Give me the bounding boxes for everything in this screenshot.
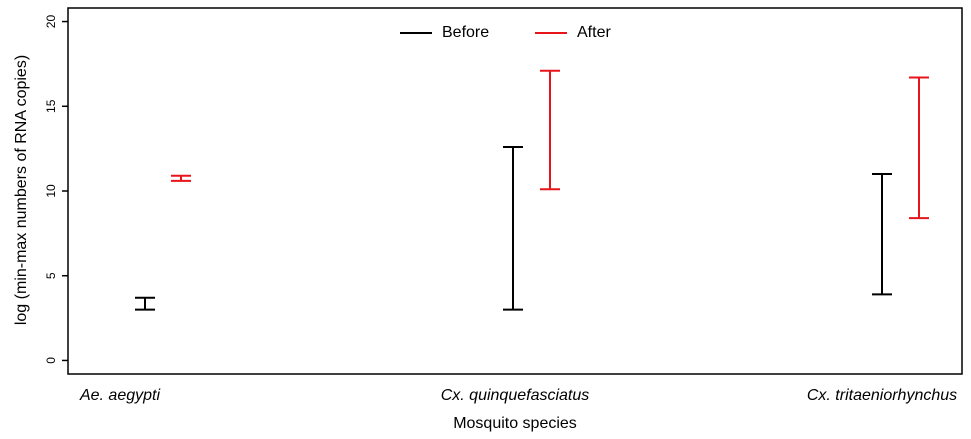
y-tick-label: 5 [44,272,58,279]
legend-label: Before [442,24,489,41]
y-axis-label: log (min-max numbers of RNA copies) [13,55,30,325]
y-tick-label: 10 [44,184,58,198]
range-bar [872,173,892,296]
range-bar [909,76,929,220]
x-tick-label: Cx. quinquefasciatus [441,387,590,404]
range-bar [503,145,523,311]
x-tick-label: Cx. tritaeniorhynchus [807,387,957,404]
x-tick-label: Ae. aegypti [79,387,161,404]
range-bar [540,69,560,191]
range-bar [135,296,155,311]
plot-frame [67,7,963,375]
legend-label: After [577,24,611,41]
y-tick-label: 20 [44,15,58,29]
y-tick-label: 0 [44,357,58,364]
y-tick-label: 15 [44,99,58,113]
x-axis-label: Mosquito species [453,415,577,432]
range-bar [171,174,191,182]
